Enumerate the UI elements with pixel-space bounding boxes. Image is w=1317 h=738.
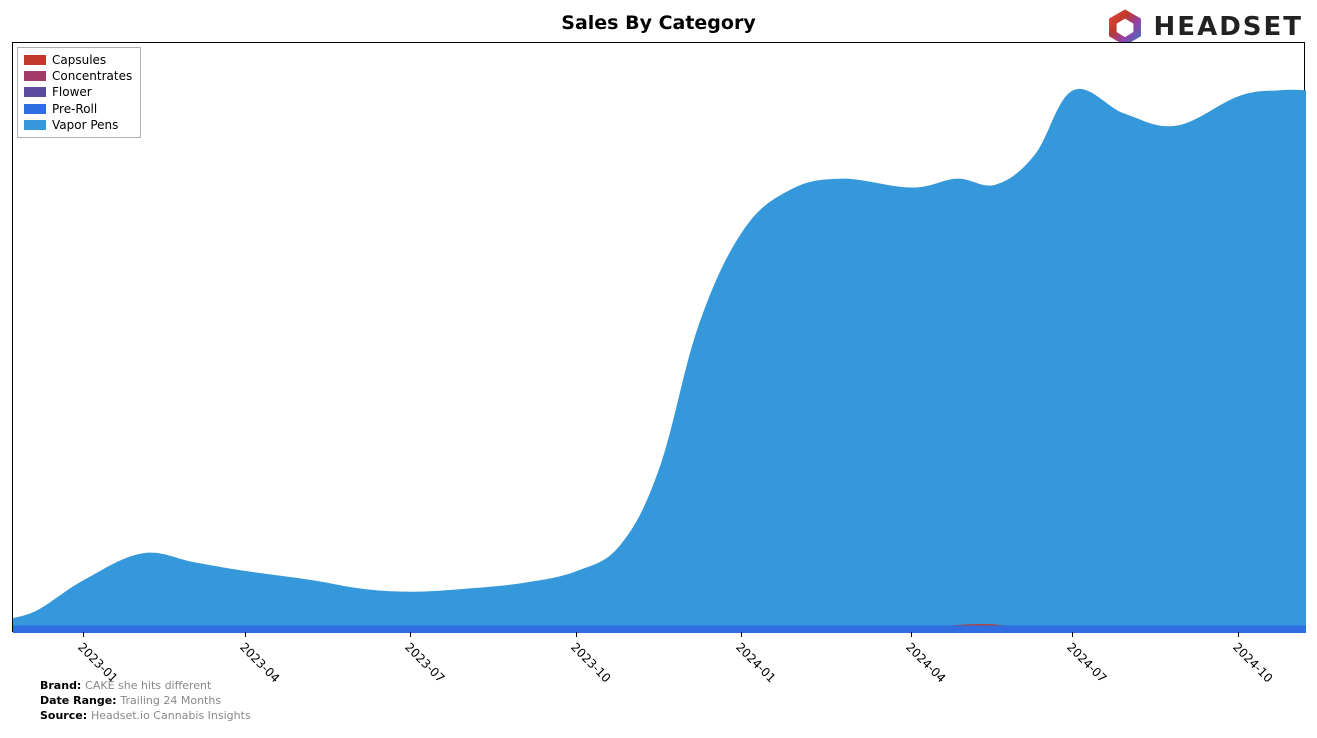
x-tick-label: 2023-07 bbox=[402, 640, 447, 685]
x-tick-label: 2024-01 bbox=[733, 640, 778, 685]
x-tick-mark bbox=[576, 632, 577, 637]
legend-label: Pre-Roll bbox=[52, 101, 97, 117]
legend-item: Capsules bbox=[24, 52, 132, 68]
legend-item: Pre-Roll bbox=[24, 101, 132, 117]
footer-line: Date Range: Trailing 24 Months bbox=[40, 694, 251, 709]
chart-footer: Brand: CAKE she hits differentDate Range… bbox=[40, 679, 251, 724]
x-tick-mark bbox=[911, 632, 912, 637]
x-tick-mark bbox=[1072, 632, 1073, 637]
footer-line: Source: Headset.io Cannabis Insights bbox=[40, 709, 251, 724]
legend-label: Capsules bbox=[52, 52, 106, 68]
x-tick-mark bbox=[83, 632, 84, 637]
x-tick-mark bbox=[1238, 632, 1239, 637]
x-tick-label: 2024-04 bbox=[903, 640, 948, 685]
area-chart-svg bbox=[13, 43, 1306, 633]
legend: CapsulesConcentratesFlowerPre-RollVapor … bbox=[17, 47, 141, 138]
area-layer bbox=[13, 625, 1306, 633]
plot-area: CapsulesConcentratesFlowerPre-RollVapor … bbox=[12, 42, 1305, 632]
x-tick-mark bbox=[741, 632, 742, 637]
chart-container: { "title": { "text": "Sales By Category"… bbox=[0, 0, 1317, 738]
legend-label: Vapor Pens bbox=[52, 117, 118, 133]
footer-value: Trailing 24 Months bbox=[120, 694, 221, 707]
legend-swatch bbox=[24, 55, 46, 65]
footer-value: CAKE she hits different bbox=[85, 679, 211, 692]
x-tick-label: 2023-10 bbox=[568, 640, 613, 685]
legend-item: Concentrates bbox=[24, 68, 132, 84]
x-tick-label: 2024-10 bbox=[1230, 640, 1275, 685]
footer-key: Brand: bbox=[40, 679, 85, 692]
x-tick-mark bbox=[245, 632, 246, 637]
legend-swatch bbox=[24, 87, 46, 97]
legend-item: Vapor Pens bbox=[24, 117, 132, 133]
footer-value: Headset.io Cannabis Insights bbox=[91, 709, 251, 722]
legend-label: Flower bbox=[52, 84, 92, 100]
legend-item: Flower bbox=[24, 84, 132, 100]
x-tick-label: 2024-07 bbox=[1064, 640, 1109, 685]
footer-key: Source: bbox=[40, 709, 91, 722]
legend-swatch bbox=[24, 120, 46, 130]
legend-label: Concentrates bbox=[52, 68, 132, 84]
x-tick-mark bbox=[410, 632, 411, 637]
legend-swatch bbox=[24, 71, 46, 81]
legend-swatch bbox=[24, 104, 46, 114]
brand-logo-text: HEADSET bbox=[1154, 12, 1303, 42]
footer-key: Date Range: bbox=[40, 694, 120, 707]
footer-line: Brand: CAKE she hits different bbox=[40, 679, 251, 694]
area-layer-vapor-pens bbox=[13, 89, 1306, 633]
